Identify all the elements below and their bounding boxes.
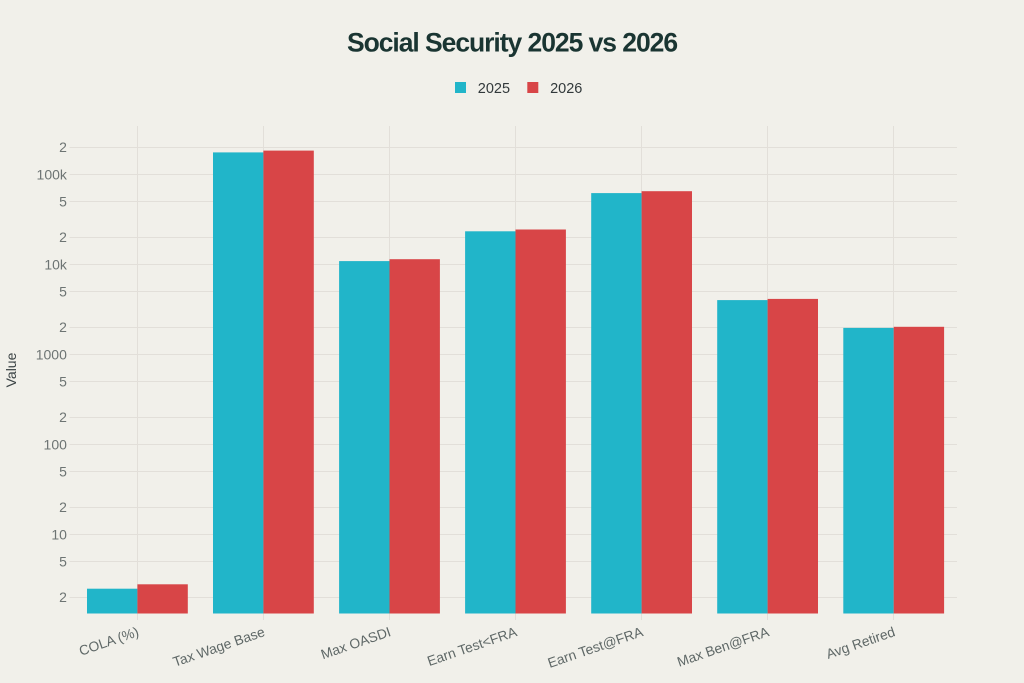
svg-text:2026: 2026 xyxy=(550,81,582,97)
svg-text:Social Security 2025 vs 2026: Social Security 2025 vs 2026 xyxy=(347,28,677,58)
svg-text:5: 5 xyxy=(59,373,67,389)
svg-text:5: 5 xyxy=(59,193,67,209)
svg-text:Value: Value xyxy=(3,352,19,387)
svg-text:2: 2 xyxy=(59,589,67,605)
svg-text:10: 10 xyxy=(51,526,67,542)
svg-text:2025: 2025 xyxy=(478,81,510,97)
svg-text:100k: 100k xyxy=(37,166,68,182)
svg-text:2: 2 xyxy=(59,499,67,515)
svg-text:5: 5 xyxy=(59,463,67,479)
svg-text:1000: 1000 xyxy=(36,346,67,362)
svg-text:5: 5 xyxy=(59,283,67,299)
svg-text:10k: 10k xyxy=(44,256,68,272)
svg-text:2: 2 xyxy=(59,319,67,335)
svg-text:5: 5 xyxy=(59,553,67,569)
svg-text:2: 2 xyxy=(59,229,67,245)
svg-text:100: 100 xyxy=(44,436,68,452)
svg-text:2: 2 xyxy=(59,409,67,425)
svg-text:2: 2 xyxy=(59,139,67,155)
